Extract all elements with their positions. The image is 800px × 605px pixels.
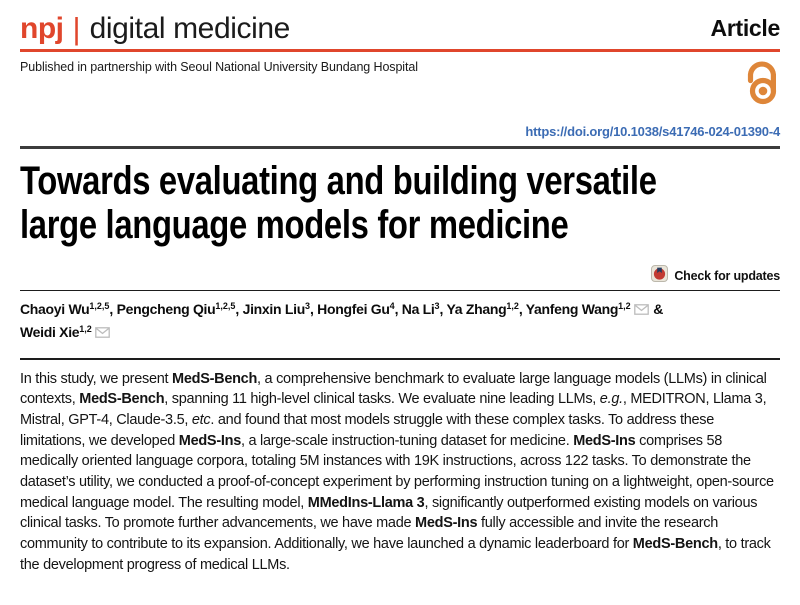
envelope-icon[interactable] [633, 302, 649, 318]
authors-top-rule [20, 289, 780, 291]
abstract-segment: MedS-Ins [573, 432, 636, 449]
brand-rule [20, 49, 780, 52]
author-affiliation-sup: 1,2 [506, 301, 519, 311]
partnership-text: Published in partnership with Seoul Nati… [20, 60, 418, 74]
open-access-icon[interactable] [740, 60, 778, 111]
author-affiliation-sup: 1,2 [79, 324, 92, 334]
author-affiliation-sup: 1,2,5 [215, 301, 236, 311]
logo-separator: | [72, 11, 81, 46]
author-list: Chaoyi Wu1,2,5, Pengcheng Qiu1,2,5, Jinx… [20, 301, 664, 341]
author-name: Hongfei Gu [317, 301, 390, 317]
abstract-segment: MedS-Bench [172, 370, 258, 387]
envelope-icon[interactable] [94, 325, 110, 341]
abstract-segment: , spanning 11 high-level clinical tasks.… [164, 391, 600, 408]
abstract-segment: etc [191, 411, 211, 428]
article-page: npj | digital medicine Article Published… [20, 12, 780, 576]
journal-logo: npj | digital medicine [20, 12, 290, 44]
author-name: Weidi Xie [20, 324, 80, 340]
abstract-segment: , significantly outperformed existing mo… [20, 494, 758, 532]
check-for-updates-button[interactable]: Check for updates [20, 264, 780, 287]
crossmark-icon[interactable] [651, 264, 669, 287]
author-name: Yanfeng Wang [525, 301, 619, 317]
abstract-segment: . and found that most models struggle wi… [20, 411, 715, 449]
abstract-segment: MedS-Bench [632, 536, 718, 553]
abstract-segment: MedS-Ins [415, 515, 478, 532]
abstract-segment: , MEDITRON, Llama 3, Mistral, GPT-4, Cla… [20, 391, 767, 428]
author-affiliation-sup: 1,2 [618, 301, 631, 311]
masthead: npj | digital medicine Article [20, 12, 780, 44]
author-affiliation-sup: 3 [304, 301, 310, 311]
author-name: Na Li [401, 301, 435, 317]
abstract-segment: fully accessible and invite the research… [20, 515, 719, 553]
page-title: Towards evaluating and building versatil… [20, 159, 780, 247]
author-affiliation-sup: 3 [434, 301, 440, 311]
journal-name: digital medicine [89, 12, 291, 45]
abstract-top-rule [20, 358, 780, 360]
abstract-text: In this study, we present MedS-Bench, a … [20, 369, 780, 576]
title-line-1: Towards evaluating and building versatil… [20, 158, 657, 203]
author-name: Jinxin Liu [242, 301, 306, 317]
title-line-2: large language models for medicine [20, 202, 569, 247]
article-type-label: Article [710, 15, 781, 41]
abstract-segment: e.g. [599, 391, 623, 408]
author-affiliation-sup: 1,2,5 [89, 301, 110, 311]
title-rule [20, 146, 780, 149]
npj-prefix: npj [20, 12, 64, 45]
abstract-segment: MedS-Bench [79, 391, 165, 408]
partnership-row: Published in partnership with Seoul Nati… [20, 58, 780, 106]
author-name: Chaoyi Wu [20, 301, 90, 317]
abstract-segment: comprises 58 medically oriented language… [20, 432, 774, 511]
abstract-segment: In this study, we present [20, 370, 173, 387]
abstract-segment: , a comprehensive benchmark to evaluate … [20, 370, 767, 408]
doi-row: https://doi.org/10.1038/s41746-024-01390… [20, 123, 780, 141]
author-name: Pengcheng Qiu [116, 301, 216, 317]
abstract-segment: , a large-scale instruction-tuning datas… [240, 432, 574, 449]
author-name: Ya Zhang [446, 301, 507, 317]
abstract-segment: MedS-Ins [178, 432, 241, 449]
abstract-segment: , to track the development progress of m… [20, 536, 771, 573]
abstract-segment: MMedIns-Llama 3 [307, 494, 425, 511]
author-affiliation-sup: 4 [389, 301, 395, 311]
check-for-updates-label[interactable]: Check for updates [674, 268, 780, 283]
doi-link[interactable]: https://doi.org/10.1038/s41746-024-01390… [525, 124, 780, 139]
